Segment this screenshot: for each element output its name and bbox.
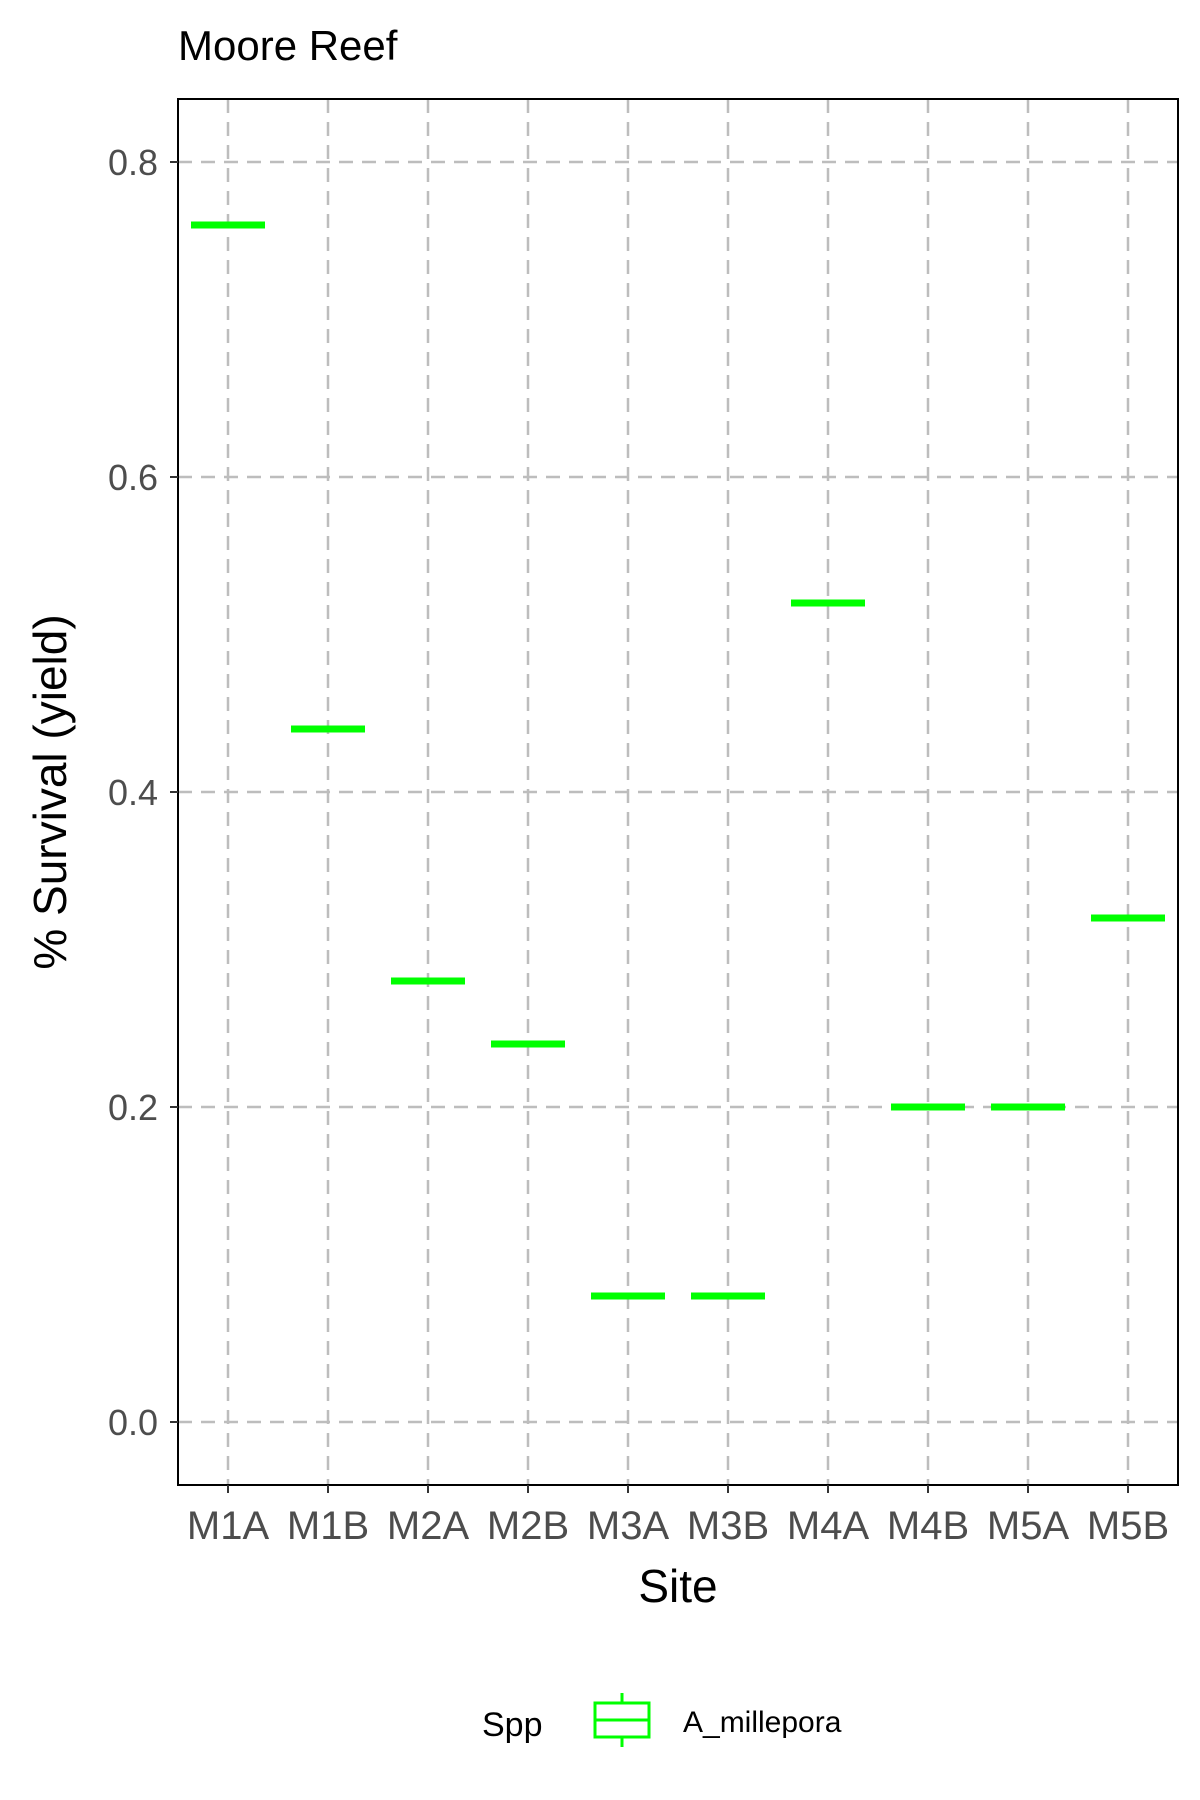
y-tick-label: 0.8 xyxy=(108,142,158,183)
chart-title: Moore Reef xyxy=(178,22,398,69)
y-tick-label: 0.4 xyxy=(108,772,158,813)
x-tick-label: M2A xyxy=(387,1504,470,1548)
x-axis-title: Site xyxy=(638,1560,717,1612)
y-tick-label: 0.6 xyxy=(108,457,158,498)
legend-label-a-millepora: A_millepora xyxy=(683,1706,842,1739)
x-tick-label: M5A xyxy=(987,1504,1070,1548)
x-tick-label: M4B xyxy=(887,1504,969,1548)
legend-title: Spp xyxy=(482,1706,543,1744)
x-tick-label: M3A xyxy=(587,1504,670,1548)
x-tick-label: M1A xyxy=(187,1504,270,1548)
x-tick-label: M2B xyxy=(487,1504,569,1548)
x-tick-label: M1B xyxy=(287,1504,369,1548)
y-tick-labels: 0.0 0.2 0.4 0.6 0.8 xyxy=(108,142,178,1443)
marks-layer xyxy=(191,225,1165,1296)
x-tick-label: M3B xyxy=(687,1504,769,1548)
legend-key-box-icon xyxy=(595,1693,649,1747)
y-axis-title: % Survival (yield) xyxy=(24,614,76,969)
y-tick-label: 0.2 xyxy=(108,1087,158,1128)
legend: Spp A_millepora xyxy=(482,1693,842,1747)
x-tick-label: M4A xyxy=(787,1504,870,1548)
grid-layer xyxy=(178,99,1178,1485)
y-tick-label: 0.0 xyxy=(108,1402,158,1443)
x-tick-label: M5B xyxy=(1087,1504,1169,1548)
x-tick-labels: M1A M1B M2A M2B M3A M3B M4A M4B M5A M5B xyxy=(187,1485,1169,1548)
